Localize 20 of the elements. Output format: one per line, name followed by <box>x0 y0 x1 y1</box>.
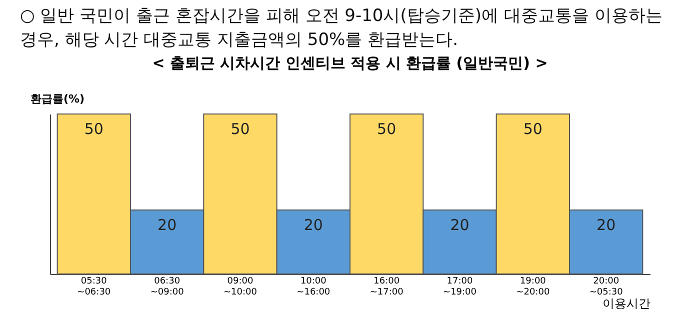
x-tick-label: 10:00 ~16:00 <box>296 276 330 298</box>
data-label: 50 <box>377 120 396 138</box>
data-label: 20 <box>596 216 616 234</box>
x-tick-label: 16:00 ~17:00 <box>370 276 404 298</box>
y-axis-title: 환급률(%) <box>30 92 85 106</box>
x-tick-label: 05:30 ~06:30 <box>77 276 111 298</box>
x-tick-label: 17:00 ~19:00 <box>443 276 477 298</box>
data-label: 20 <box>450 216 470 234</box>
x-tick-label: 06:30 ~09:00 <box>150 276 184 298</box>
x-axis-title: 이용시간 <box>602 296 650 310</box>
x-tick-label: 20:00 ~05:30 <box>589 276 624 298</box>
chart-title: < 출퇴근 시차시간 인센티브 적용 시 환급률 (일반국민) > <box>152 54 548 72</box>
data-label: 50 <box>230 120 250 138</box>
data-label: 50 <box>84 120 104 138</box>
data-label: 20 <box>158 216 177 234</box>
x-tick-label: 09:00 ~10:00 <box>224 276 258 298</box>
x-tick-label: 19:00 ~20:00 <box>516 276 550 298</box>
text: ○ 일반 국민이 출근 혼잡시간을 피해 오전 9-10시(탑승기준)에 대중교통을 이용하는 경우, 해당 시간 대중교통 지출금액의 50%를 환급받는다. <box>20 6 662 50</box>
data-label: 20 <box>304 216 323 234</box>
data-label: 50 <box>523 120 542 138</box>
